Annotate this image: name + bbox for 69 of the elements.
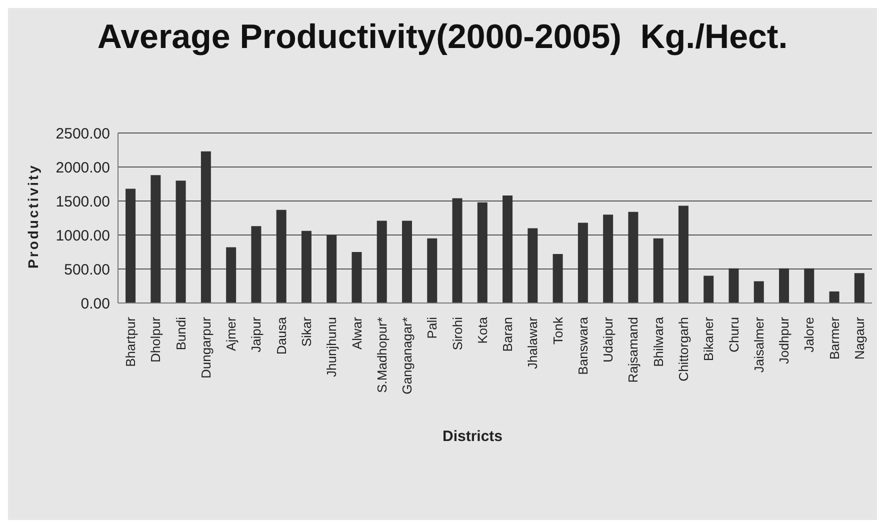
bar [854, 273, 864, 303]
bar [376, 220, 387, 303]
x-tick-label: Kota [474, 316, 490, 344]
y-tick-label: 1500.00 [56, 193, 110, 210]
bar [176, 180, 186, 303]
x-tick-label: Jalore [802, 317, 817, 352]
x-axis-title: Districts [441, 428, 504, 445]
bar [126, 188, 136, 303]
bar [150, 175, 161, 303]
bar [779, 268, 790, 303]
bar [528, 228, 538, 303]
x-tick-label: Jhunjhunu [324, 317, 340, 377]
bar [200, 151, 211, 303]
x-tick-label: Rajsamand [626, 317, 641, 383]
bar [804, 268, 814, 303]
bar [678, 206, 688, 303]
x-tick-label: Alwar [349, 316, 364, 350]
x-tick-label: Pali [424, 316, 440, 339]
x-tick-label: Bundi [173, 316, 188, 350]
bar [326, 235, 337, 303]
x-tick-label: Jaipur [248, 316, 264, 352]
bar [226, 247, 236, 303]
bar [754, 281, 764, 303]
bar [552, 254, 563, 303]
y-axis-title: Productivity [25, 162, 41, 270]
bar [578, 222, 588, 303]
y-tick-label: 2500.00 [56, 125, 110, 142]
x-tick-label: Dausa [274, 316, 289, 355]
x-tick-label: Bikaner [701, 316, 716, 362]
bar [301, 230, 312, 303]
x-tick-label: Jhalawar [525, 316, 540, 370]
bar [352, 252, 362, 303]
y-tick-label: 2000.00 [56, 159, 110, 176]
x-tick-label: Tonk [550, 316, 566, 344]
bar [502, 196, 513, 303]
chart-title: Average Productivity(2000-2005) Kg./Hect. [96, 18, 789, 57]
x-tick-label: Barmer [826, 316, 842, 360]
bar [653, 238, 664, 303]
bar [628, 212, 638, 303]
bar [603, 214, 614, 303]
x-tick-label: Bhilwara [650, 316, 666, 367]
y-tick-label: 1000.00 [56, 227, 110, 244]
y-tick-label: 0.00 [80, 295, 110, 312]
x-tick-label: Nagaur [852, 316, 867, 360]
x-tick-label: Ajmer [224, 316, 239, 351]
bar [477, 202, 488, 303]
x-tick-label: Churu [726, 317, 742, 352]
x-tick-label: S.Madhopur* [374, 317, 390, 393]
x-tick-label: Baran [500, 317, 516, 352]
y-tick-label: 500.00 [64, 261, 110, 278]
x-tick-label: Dungarpur [198, 316, 214, 378]
x-tick-label: Sirohi [450, 316, 465, 350]
bar [728, 268, 739, 303]
bar [829, 291, 840, 303]
x-tick-label: Dholpur [148, 316, 164, 363]
x-tick-label: Bhartpur [123, 316, 138, 367]
x-tick-label: Ganganagar* [400, 317, 415, 394]
bar [704, 276, 714, 303]
x-tick-label: Banswara [575, 316, 590, 375]
bar [276, 210, 286, 303]
bar [427, 238, 438, 303]
bar [452, 198, 462, 303]
bar [402, 220, 412, 303]
x-tick-label: Chittorgarh [676, 317, 691, 382]
bar [251, 226, 262, 303]
x-tick-label: Jodhpur [776, 316, 792, 364]
x-tick-label: Jaisalmer [751, 316, 766, 373]
x-tick-label: Udaipur [600, 316, 616, 363]
x-tick-label: Sikar [299, 316, 314, 347]
